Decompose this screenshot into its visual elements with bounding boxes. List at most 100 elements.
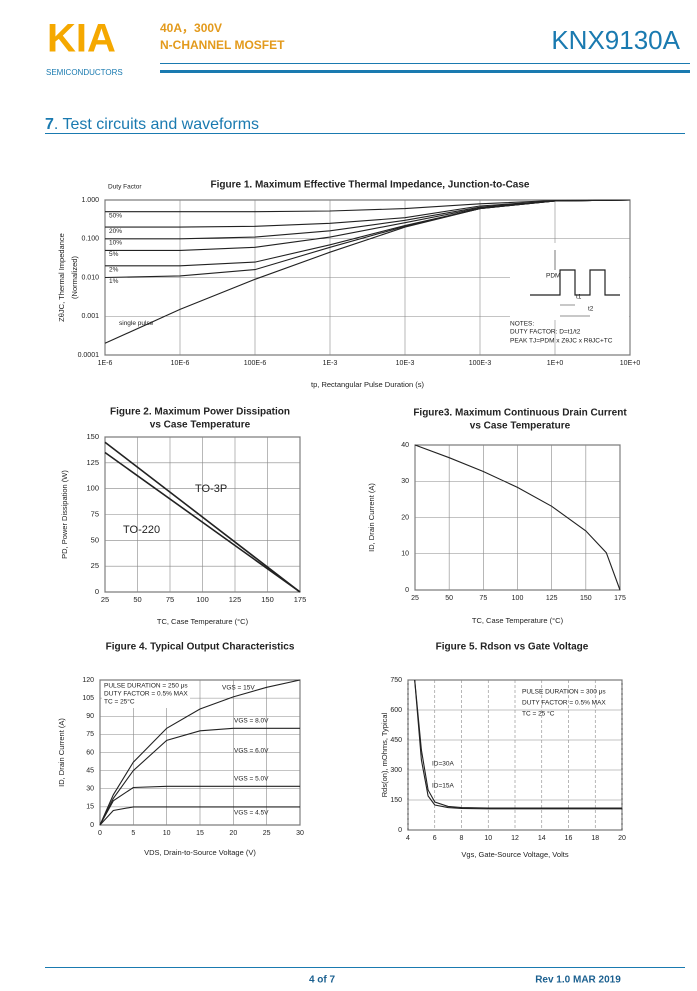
header-rule: [160, 63, 690, 64]
inset: [510, 243, 629, 320]
series-label: VGS = 8.0V: [234, 718, 269, 725]
annotation: t1: [576, 294, 582, 301]
series-label: single pulse: [119, 320, 154, 327]
series-line: [414, 679, 622, 810]
header-rule: [160, 70, 690, 73]
series-line: [104, 199, 631, 344]
series-line: [99, 806, 300, 826]
y-tick-label: 105: [82, 695, 94, 702]
y-tick-label: 1.000: [81, 197, 99, 204]
figure-title: Figure 1. Maximum Effective Thermal Impe…: [211, 180, 530, 191]
y-axis-label: ZθJC, Thermal Impedance: [57, 233, 66, 322]
figure: 25 50 75 100 125 150 175 0 10 20 30 40 Figure3. Maxi…: [367, 408, 627, 625]
x-tick-label: 10E+0: [620, 360, 641, 367]
annotation: PULSE DURATION = 300 μs: [522, 689, 606, 696]
y-tick-label: 750: [390, 677, 402, 684]
y-tick-label: 0: [398, 827, 402, 834]
x-tick-label: 25: [411, 595, 419, 602]
logo: KIA: [47, 17, 116, 61]
series-label: 20%: [109, 228, 122, 235]
annotation: NOTES:: [510, 321, 534, 328]
y-tick-label: 10: [401, 551, 409, 558]
figure-subtitle: vs Case Temperature: [470, 421, 571, 432]
x-tick-label: 15: [196, 830, 204, 837]
figure: 25 50 75 100 125 150 1750255075100125150TO-3PT…: [60, 407, 306, 626]
x-axis-label: tp, Rectangular Pulse Duration (s): [311, 380, 424, 389]
figure-title: Figure3. Maximum Continuous Drain Curren…: [413, 408, 627, 419]
device-type: N-CHANNEL MOSFET: [160, 38, 285, 52]
y-tick-label: 0: [95, 587, 99, 596]
figure-title: Figure 5. Rdson vs Gate Voltage: [436, 642, 589, 653]
annotation: Duty Factor: [108, 184, 142, 191]
y-tick-label: 30: [401, 478, 409, 485]
x-tick-label: 75: [479, 595, 487, 602]
series-label: ID=15A: [432, 783, 455, 790]
series-line: [104, 451, 301, 593]
series-label: VGS = 15V: [222, 685, 255, 692]
y-axis-label: Rds(on), mOhms, Typical: [380, 712, 389, 797]
y-tick-label: 120: [82, 677, 94, 684]
y-tick-label: 15: [86, 804, 94, 811]
section-rule: [45, 133, 685, 134]
x-tick-label: 125: [546, 595, 558, 602]
y-tick-label: 300: [390, 767, 402, 774]
y-tick-label: 150: [86, 432, 99, 441]
y-tick-label: 75: [91, 509, 99, 518]
y-tick-label: 60: [86, 749, 94, 756]
x-tick-label: 30: [296, 830, 304, 837]
y-tick-label: 100: [86, 484, 99, 493]
y-axis-label: ID, Drain Current (A): [367, 483, 376, 552]
series-label: 10%: [109, 239, 122, 246]
y-tick-label: 40: [401, 442, 409, 449]
annotation: DUTY FACTOR: D=t1/t2: [510, 329, 581, 336]
x-tick-label: 25: [263, 830, 271, 837]
x-axis-label: VDS, Drain-to-Source Voltage (V): [144, 848, 256, 857]
y-tick-label: 0.0001: [78, 352, 100, 359]
y-tick-label: 45: [86, 767, 94, 774]
y-tick-label: 0.010: [81, 274, 99, 281]
x-axis-label: Vgs, Gate-Source Voltage, Volts: [461, 850, 568, 859]
y-tick-label: 25: [91, 561, 99, 570]
series-line: [414, 444, 621, 591]
x-tick-label: 5: [131, 830, 135, 837]
x-tick-label: 4: [406, 835, 410, 842]
x-tick-label: 10: [484, 835, 492, 842]
x-tick-label: 14: [538, 835, 546, 842]
annotation: DUTY FACTOR = 0.5% MAX: [104, 691, 188, 698]
x-tick-label: 150: [261, 595, 274, 604]
revision: Rev 1.0 MAR 2019: [535, 975, 621, 986]
y-tick-label: 75: [86, 731, 94, 738]
figure: 1E-6 10E-6 100E-6 1E-3 10E-3 100E-3 1E+0 10E+0 0…: [57, 180, 640, 389]
x-tick-label: 100E-3: [469, 360, 492, 367]
series-line: [99, 679, 301, 826]
waveform: [530, 269, 620, 296]
x-tick-label: 12: [511, 835, 519, 842]
series-line: [414, 679, 622, 809]
y-tick-label: 0.100: [81, 236, 99, 243]
annotation: DUTY FACTOR = 0.5% MAX: [522, 700, 606, 707]
series-line: [105, 199, 631, 213]
rating: 40A，300V: [160, 21, 222, 35]
x-tick-label: 16: [565, 835, 573, 842]
section-title: . Test circuits and waveforms: [54, 116, 259, 133]
x-tick-label: 8: [460, 835, 464, 842]
x-tick-label: 125: [229, 595, 242, 604]
figure-title: Figure 4. Typical Output Characteristics: [106, 642, 295, 653]
x-tick-label: 1E-6: [98, 360, 113, 367]
part-number: KNX9130A: [551, 25, 680, 55]
x-tick-label: 100: [512, 595, 524, 602]
annotation: TC = 25°C: [104, 698, 135, 706]
series-label: 1%: [109, 278, 119, 285]
x-tick-label: 20: [618, 835, 626, 842]
y-tick-label: 90: [86, 713, 94, 720]
series-label: 2%: [109, 267, 119, 274]
series-line: [99, 727, 300, 826]
x-tick-label: 10: [163, 830, 171, 837]
annotation: PDM: [546, 273, 560, 280]
x-tick-label: 18: [591, 835, 599, 842]
x-tick-label: 50: [445, 595, 453, 602]
y-tick-label: 450: [390, 737, 402, 744]
y-tick-label: 20: [401, 514, 409, 521]
